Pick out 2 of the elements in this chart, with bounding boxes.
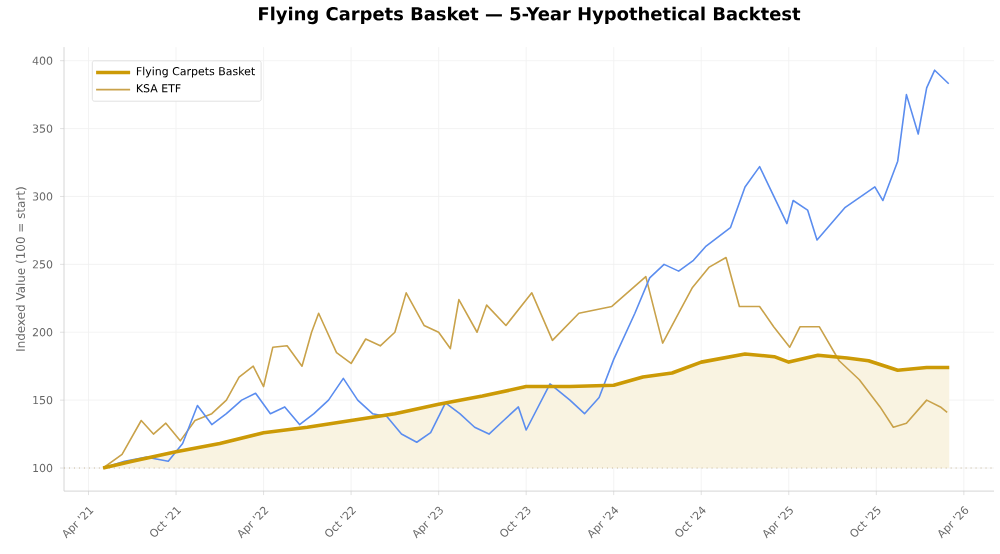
- line-series: [102, 257, 948, 470]
- chart-title: Flying Carpets Basket — 5-Year Hypothetical Backtest: [259, 7, 801, 25]
